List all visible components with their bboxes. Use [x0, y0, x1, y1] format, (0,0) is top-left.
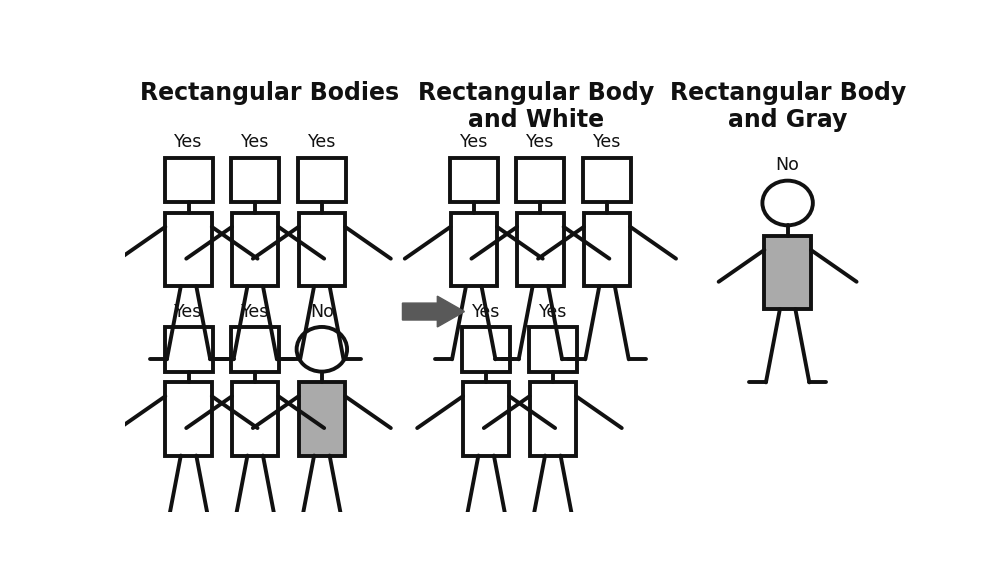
Text: No: No — [776, 156, 800, 174]
Bar — [165, 158, 213, 202]
Text: Yes: Yes — [308, 133, 336, 151]
Text: Rectangular Body
and White: Rectangular Body and White — [418, 81, 654, 132]
Text: Yes: Yes — [241, 133, 269, 151]
Bar — [583, 158, 631, 202]
Bar — [517, 213, 564, 286]
Bar — [463, 382, 509, 455]
Text: Rectangular Bodies: Rectangular Bodies — [140, 81, 400, 105]
Text: Yes: Yes — [472, 303, 500, 321]
Bar — [231, 327, 279, 371]
Text: Yes: Yes — [174, 303, 203, 321]
Bar — [529, 327, 577, 371]
Bar — [298, 158, 346, 202]
Text: Yes: Yes — [593, 133, 621, 151]
Bar — [462, 327, 510, 371]
FancyArrow shape — [402, 296, 464, 327]
Text: Yes: Yes — [539, 303, 567, 321]
Bar — [299, 382, 345, 455]
Bar — [450, 213, 497, 286]
Bar — [165, 327, 213, 371]
Bar — [764, 236, 811, 309]
Bar — [232, 382, 278, 455]
Ellipse shape — [297, 327, 347, 371]
Text: Yes: Yes — [460, 133, 488, 151]
Ellipse shape — [762, 181, 813, 225]
Bar — [530, 382, 576, 455]
Text: Rectangular Body
and Gray: Rectangular Body and Gray — [670, 81, 906, 132]
Text: Yes: Yes — [241, 303, 269, 321]
Bar — [232, 213, 278, 286]
Bar — [165, 382, 212, 455]
Bar — [450, 158, 498, 202]
Text: Yes: Yes — [174, 133, 203, 151]
Text: No: No — [310, 303, 334, 321]
Bar — [584, 213, 630, 286]
Bar — [165, 213, 212, 286]
Bar — [231, 158, 279, 202]
Bar — [516, 158, 564, 202]
Text: Yes: Yes — [526, 133, 555, 151]
Bar — [299, 213, 345, 286]
